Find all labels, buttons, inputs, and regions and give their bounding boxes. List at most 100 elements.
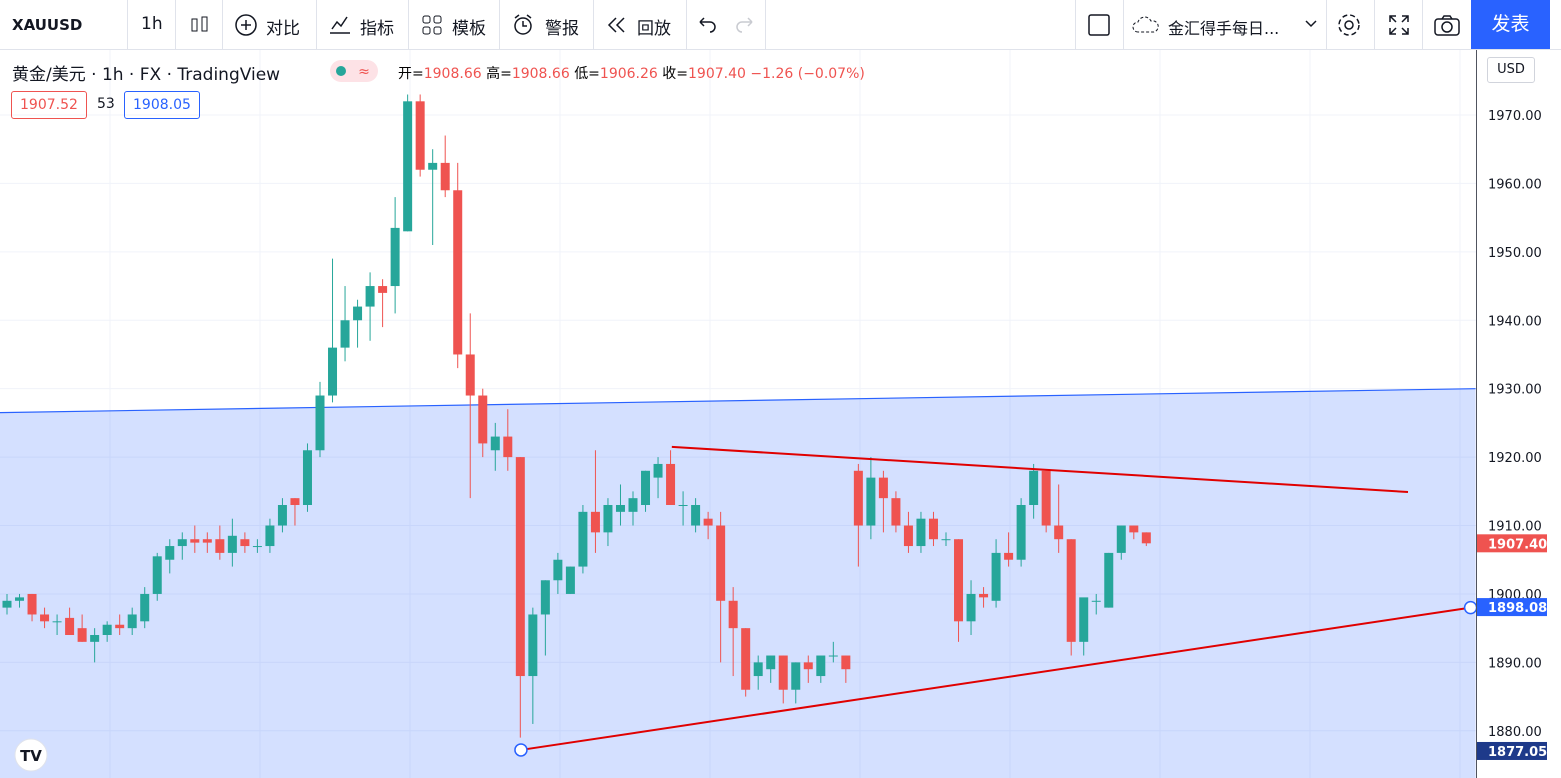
- candle-body: [766, 655, 776, 670]
- settings-icon[interactable]: [1336, 12, 1362, 38]
- candle-body: [641, 470, 651, 505]
- candle-body: [1054, 525, 1064, 540]
- candle-body: [515, 457, 525, 677]
- bid[interactable]: 1907.52: [11, 91, 87, 119]
- candle-body: [1116, 525, 1126, 553]
- trendline: [671, 445, 1409, 493]
- cloud-icon[interactable]: [1132, 14, 1164, 36]
- candle-body: [628, 498, 638, 512]
- candle-body: [678, 505, 688, 506]
- change: −1.26 (−0.07%): [750, 66, 865, 82]
- candle-body: [302, 450, 312, 505]
- templates[interactable]: 模板: [452, 19, 486, 39]
- legend-toggle[interactable]: ≈: [330, 60, 378, 82]
- y-tick-label: 1890.00: [1488, 656, 1542, 671]
- candle-body: [453, 190, 463, 355]
- candle-body: [666, 463, 676, 505]
- candle-body: [503, 436, 513, 458]
- legend-title: 黄金/美元 · 1h · FX · TradingView: [12, 65, 281, 85]
- candle-body: [1129, 525, 1139, 533]
- candle-body: [65, 617, 75, 635]
- candle-body: [1079, 597, 1089, 642]
- c-label: 收=: [662, 66, 689, 82]
- indicators-icon[interactable]: [328, 13, 352, 37]
- alerts[interactable]: 警报: [545, 19, 579, 39]
- candle-body: [816, 655, 826, 677]
- compare-icon[interactable]: [234, 13, 258, 37]
- candle-body: [478, 395, 488, 444]
- candle-body: [403, 101, 413, 232]
- compare[interactable]: 对比: [266, 19, 300, 39]
- candle-body: [77, 628, 87, 642]
- candle-body: [728, 600, 738, 629]
- candle-body: [115, 624, 125, 629]
- y-tick-label: 1970.00: [1488, 109, 1542, 124]
- candle-body: [540, 580, 550, 615]
- y-tick-label: 1930.00: [1488, 383, 1542, 398]
- publish-button[interactable]: 发表: [1471, 0, 1550, 49]
- anchor: [1463, 600, 1478, 615]
- y-tick-label: 1880.00: [1488, 725, 1542, 740]
- candle-body: [265, 525, 275, 547]
- candle-body: [127, 614, 137, 629]
- candle-body: [315, 395, 325, 451]
- chart: 1880.001890.001900.001910.001920.001930.…: [0, 50, 1547, 778]
- candle-body: [791, 662, 801, 690]
- tv-logo[interactable]: TV: [10, 738, 52, 772]
- replay[interactable]: 回放: [637, 19, 671, 39]
- candle-body: [878, 477, 888, 499]
- undo-redo[interactable]: [696, 14, 756, 36]
- fullscreen-box[interactable]: [1087, 13, 1111, 37]
- plot-bg: [0, 50, 1476, 778]
- dropdown-arrow[interactable]: [1305, 19, 1317, 29]
- candle-body: [190, 539, 200, 543]
- candle-body: [528, 614, 538, 677]
- candle-body: [378, 286, 388, 293]
- candle-body: [1016, 505, 1026, 560]
- candle-body: [966, 593, 976, 622]
- y-tick-label: 1960.00: [1488, 177, 1542, 192]
- price-label-box: [1477, 598, 1547, 617]
- candle-body: [866, 477, 876, 526]
- layout-name[interactable]: 金汇得手每日...: [1168, 19, 1280, 38]
- candle-body: [903, 525, 913, 547]
- y-tick-label: 1920.00: [1488, 451, 1542, 466]
- candle-body: [202, 539, 212, 543]
- expand-icon[interactable]: [1387, 13, 1411, 37]
- svg-text:TV: TV: [20, 747, 42, 765]
- y-tick-label: 1950.00: [1488, 246, 1542, 261]
- candle-body: [716, 525, 726, 601]
- ohlc-legend: 开=1908.66 高=1908.66 低=1906.26 收=1907.40 …: [398, 63, 865, 83]
- candle-body: [165, 546, 175, 560]
- ask[interactable]: 1908.05: [124, 91, 200, 119]
- candle-body: [215, 539, 225, 553]
- candle-body: [565, 566, 575, 594]
- candle-body: [353, 306, 363, 321]
- toolbar: XAUUSD 1h 对比 指标 模板 警报 回放 金汇得手每日... 发表: [0, 0, 1561, 50]
- candle-body: [703, 518, 713, 526]
- candle-body: [428, 162, 438, 170]
- indicators[interactable]: 指标: [360, 19, 394, 39]
- alerts-icon[interactable]: [511, 12, 537, 38]
- candle-body: [1041, 470, 1051, 526]
- candle-body: [1104, 552, 1114, 608]
- replay-icon[interactable]: [606, 14, 628, 36]
- interval[interactable]: 1h: [141, 14, 163, 34]
- symbol[interactable]: XAUUSD: [12, 16, 83, 34]
- candle-body: [891, 498, 901, 526]
- candle-body: [40, 614, 50, 622]
- o-value: 1908.66: [423, 66, 482, 82]
- price-label: 1907.40: [1488, 537, 1547, 552]
- templates-icon[interactable]: [420, 13, 444, 37]
- candle-body: [340, 320, 350, 348]
- candle-body: [52, 621, 62, 623]
- l-label: 低=: [574, 66, 600, 82]
- candle-body: [227, 535, 237, 553]
- candle-body: [590, 511, 600, 533]
- currency[interactable]: USD: [1487, 57, 1535, 83]
- candle-body: [753, 662, 763, 677]
- camera-icon[interactable]: [1433, 13, 1461, 37]
- chart-type-icon[interactable]: [189, 14, 211, 36]
- candle-body: [928, 518, 938, 540]
